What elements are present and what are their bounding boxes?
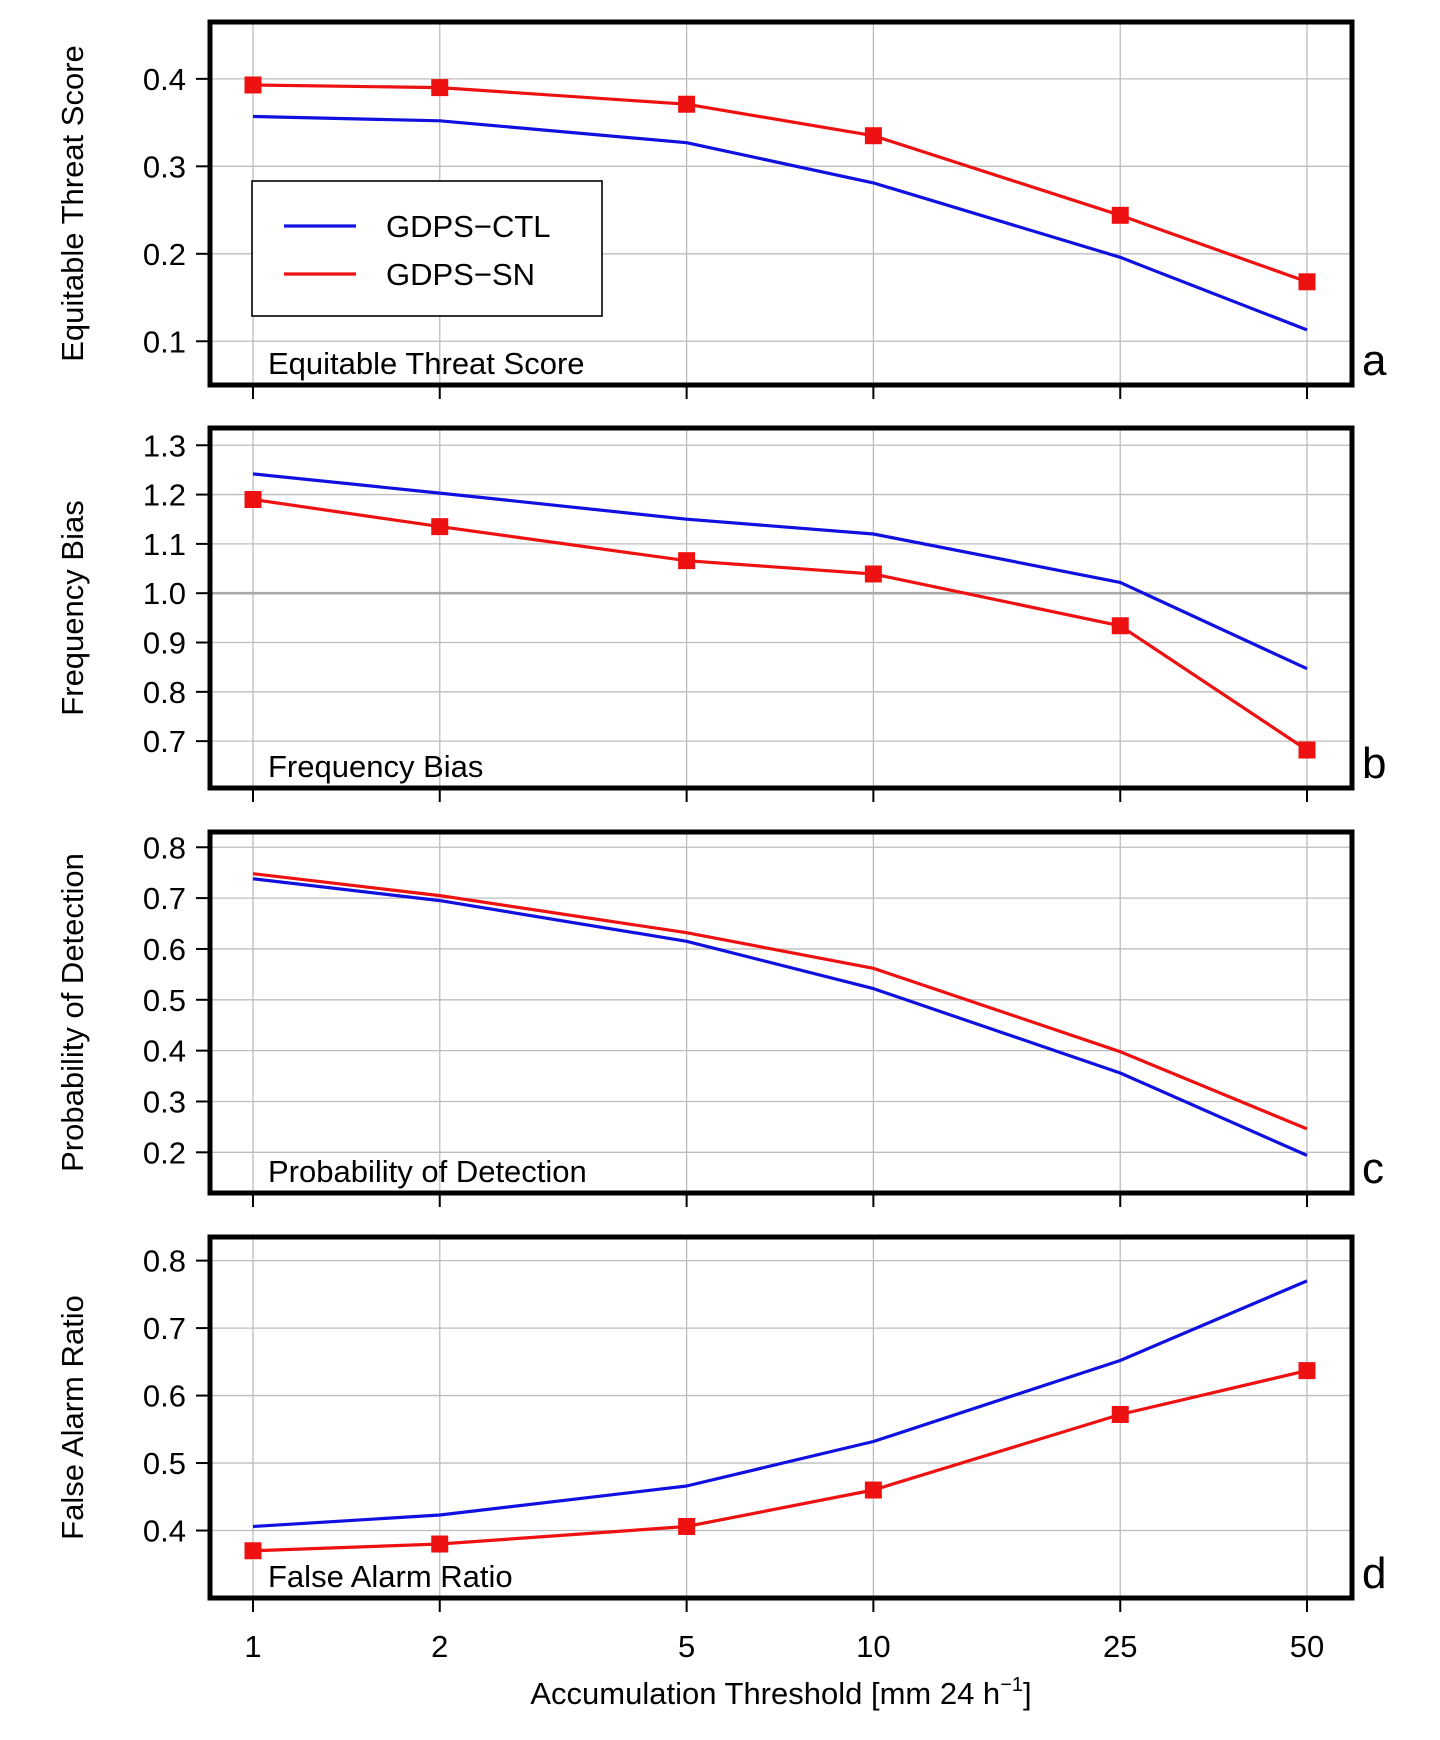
panel-b-frame xyxy=(207,425,1355,791)
panel-a-sn-marker-5 xyxy=(678,95,696,113)
panel-c-series-sn-line xyxy=(252,872,1308,1131)
panel-b-ytick-label: 1.2 xyxy=(143,478,186,513)
panel-a-sn-marker-25 xyxy=(1111,206,1129,224)
panel-d-ytick-label: 0.6 xyxy=(143,1379,186,1414)
panel-d: 0.4 0.5 0.6 0.7 0.8 False Alarm Ratio d False A… xyxy=(55,1234,1386,1612)
panel-c-ytick-label: 0.4 xyxy=(143,1034,186,1069)
panel-d-frame xyxy=(207,1234,1355,1601)
x-axis-label-main: Accumulation Threshold [mm 24 h xyxy=(530,1676,1000,1711)
panels-group: 0.1 0.2 0.3 0.4 Equitable Threat Score a Equit… xyxy=(55,19,1387,1612)
panel-a-sn-marker-50 xyxy=(1298,273,1316,291)
xtick-label-1: 1 xyxy=(244,1629,261,1664)
x-axis-label-superscript: −1 xyxy=(1000,1674,1023,1696)
panel-d-sn-marker-10 xyxy=(864,1481,882,1499)
panel-b-ytick-label: 0.9 xyxy=(143,626,186,661)
panel-c-ytick-label: 0.3 xyxy=(143,1084,186,1119)
panel-a-series-sn-line xyxy=(252,83,1308,284)
panel-d-ylabel: False Alarm Ratio xyxy=(55,1295,90,1540)
panel-c-title: Probability of Detection xyxy=(268,1154,587,1189)
panel-b-sn-marker-2 xyxy=(431,518,449,536)
panel-a-series-ctl-line xyxy=(252,114,1308,332)
panel-a-title: Equitable Threat Score xyxy=(268,346,585,381)
xtick-label-2: 2 xyxy=(431,1629,448,1664)
panel-a-frame xyxy=(207,19,1355,388)
panel-a-ytick-label: 0.1 xyxy=(143,324,186,359)
panel-c-ytick-label: 0.7 xyxy=(143,881,186,916)
panel-d-sn-marker-1 xyxy=(244,1542,262,1560)
panel-a-ytick-label: 0.2 xyxy=(143,237,186,272)
panel-b-sn-marker-50 xyxy=(1298,741,1316,759)
panel-b-ytick-label: 1.3 xyxy=(143,428,186,463)
panel-b-sn-marker-25 xyxy=(1111,617,1129,635)
panel-a-sn-marker-1 xyxy=(244,76,262,94)
panel-b-ylabel: Frequency Bias xyxy=(55,500,90,715)
panel-c-ytick-label: 0.2 xyxy=(143,1135,186,1170)
panel-b-series-sn-line xyxy=(252,497,1308,752)
panel-c: 0.2 0.3 0.4 0.5 0.6 0.7 0.8 Probability of Dete… xyxy=(55,829,1384,1207)
panel-b-ytick-label: 0.8 xyxy=(143,675,186,710)
panel-c-letter: c xyxy=(1362,1144,1384,1193)
panel-d-ytick-label: 0.7 xyxy=(143,1311,186,1346)
x-axis-label-end: ] xyxy=(1023,1676,1032,1711)
xtick-label-10: 10 xyxy=(856,1629,890,1664)
panel-a-letter: a xyxy=(1362,336,1387,385)
panel-c-ytick-label: 0.5 xyxy=(143,983,186,1018)
panel-d-sn-marker-5 xyxy=(678,1517,696,1535)
panel-a-ytick-label: 0.3 xyxy=(143,149,186,184)
panel-a-ytick-label: 0.4 xyxy=(143,62,186,97)
panel-b-ytick-label: 1.0 xyxy=(143,576,186,611)
panel-c-frame xyxy=(207,829,1355,1196)
panel-d-ytick-label: 0.8 xyxy=(143,1244,186,1279)
panel-b-series-ctl-line xyxy=(252,472,1308,671)
legend: GDPS−CTL GDPS−SN xyxy=(251,180,603,317)
panel-d-ytick-label: 0.4 xyxy=(143,1514,186,1549)
panel-b-ytick-label: 0.7 xyxy=(143,724,186,759)
xtick-label-5: 5 xyxy=(678,1629,695,1664)
panel-c-ytick-label: 0.8 xyxy=(143,830,186,865)
panel-d-letter: d xyxy=(1362,1549,1386,1598)
panel-c-ytick-label: 0.6 xyxy=(143,932,186,967)
panel-b-letter: b xyxy=(1362,739,1386,788)
xtick-label-25: 25 xyxy=(1103,1629,1137,1664)
panel-b: 0.7 0.8 0.9 1.0 1.1 1.2 1.3 Frequency Bias b Freq… xyxy=(55,425,1386,802)
xtick-label-50: 50 xyxy=(1290,1629,1324,1664)
panel-d-sn-marker-2 xyxy=(431,1535,449,1553)
panel-b-sn-marker-5 xyxy=(678,552,696,570)
panel-d-series-sn-line xyxy=(252,1369,1308,1553)
legend-label-ctl: GDPS−CTL xyxy=(386,209,551,244)
panel-b-sn-marker-10 xyxy=(864,565,882,583)
x-axis-label: Accumulation Threshold [mm 24 h−1] xyxy=(530,1674,1031,1711)
panel-b-ytick-label: 1.1 xyxy=(143,527,186,562)
panel-a-sn-marker-10 xyxy=(864,127,882,145)
panel-c-series-ctl-line xyxy=(252,877,1308,1157)
panel-d-series-ctl-line xyxy=(252,1279,1308,1529)
legend-box xyxy=(251,180,603,317)
panel-a-sn-marker-2 xyxy=(431,79,449,97)
legend-label-sn: GDPS−SN xyxy=(386,257,535,292)
panel-a-ylabel: Equitable Threat Score xyxy=(55,45,90,362)
panel-d-sn-marker-25 xyxy=(1111,1405,1129,1423)
panel-d-sn-marker-50 xyxy=(1298,1362,1316,1380)
panel-b-sn-marker-1 xyxy=(244,491,262,509)
panel-d-title: False Alarm Ratio xyxy=(268,1559,513,1594)
panel-b-title: Frequency Bias xyxy=(268,749,483,784)
panel-d-ytick-label: 0.5 xyxy=(143,1446,186,1481)
panel-c-ylabel: Probability of Detection xyxy=(55,853,90,1172)
